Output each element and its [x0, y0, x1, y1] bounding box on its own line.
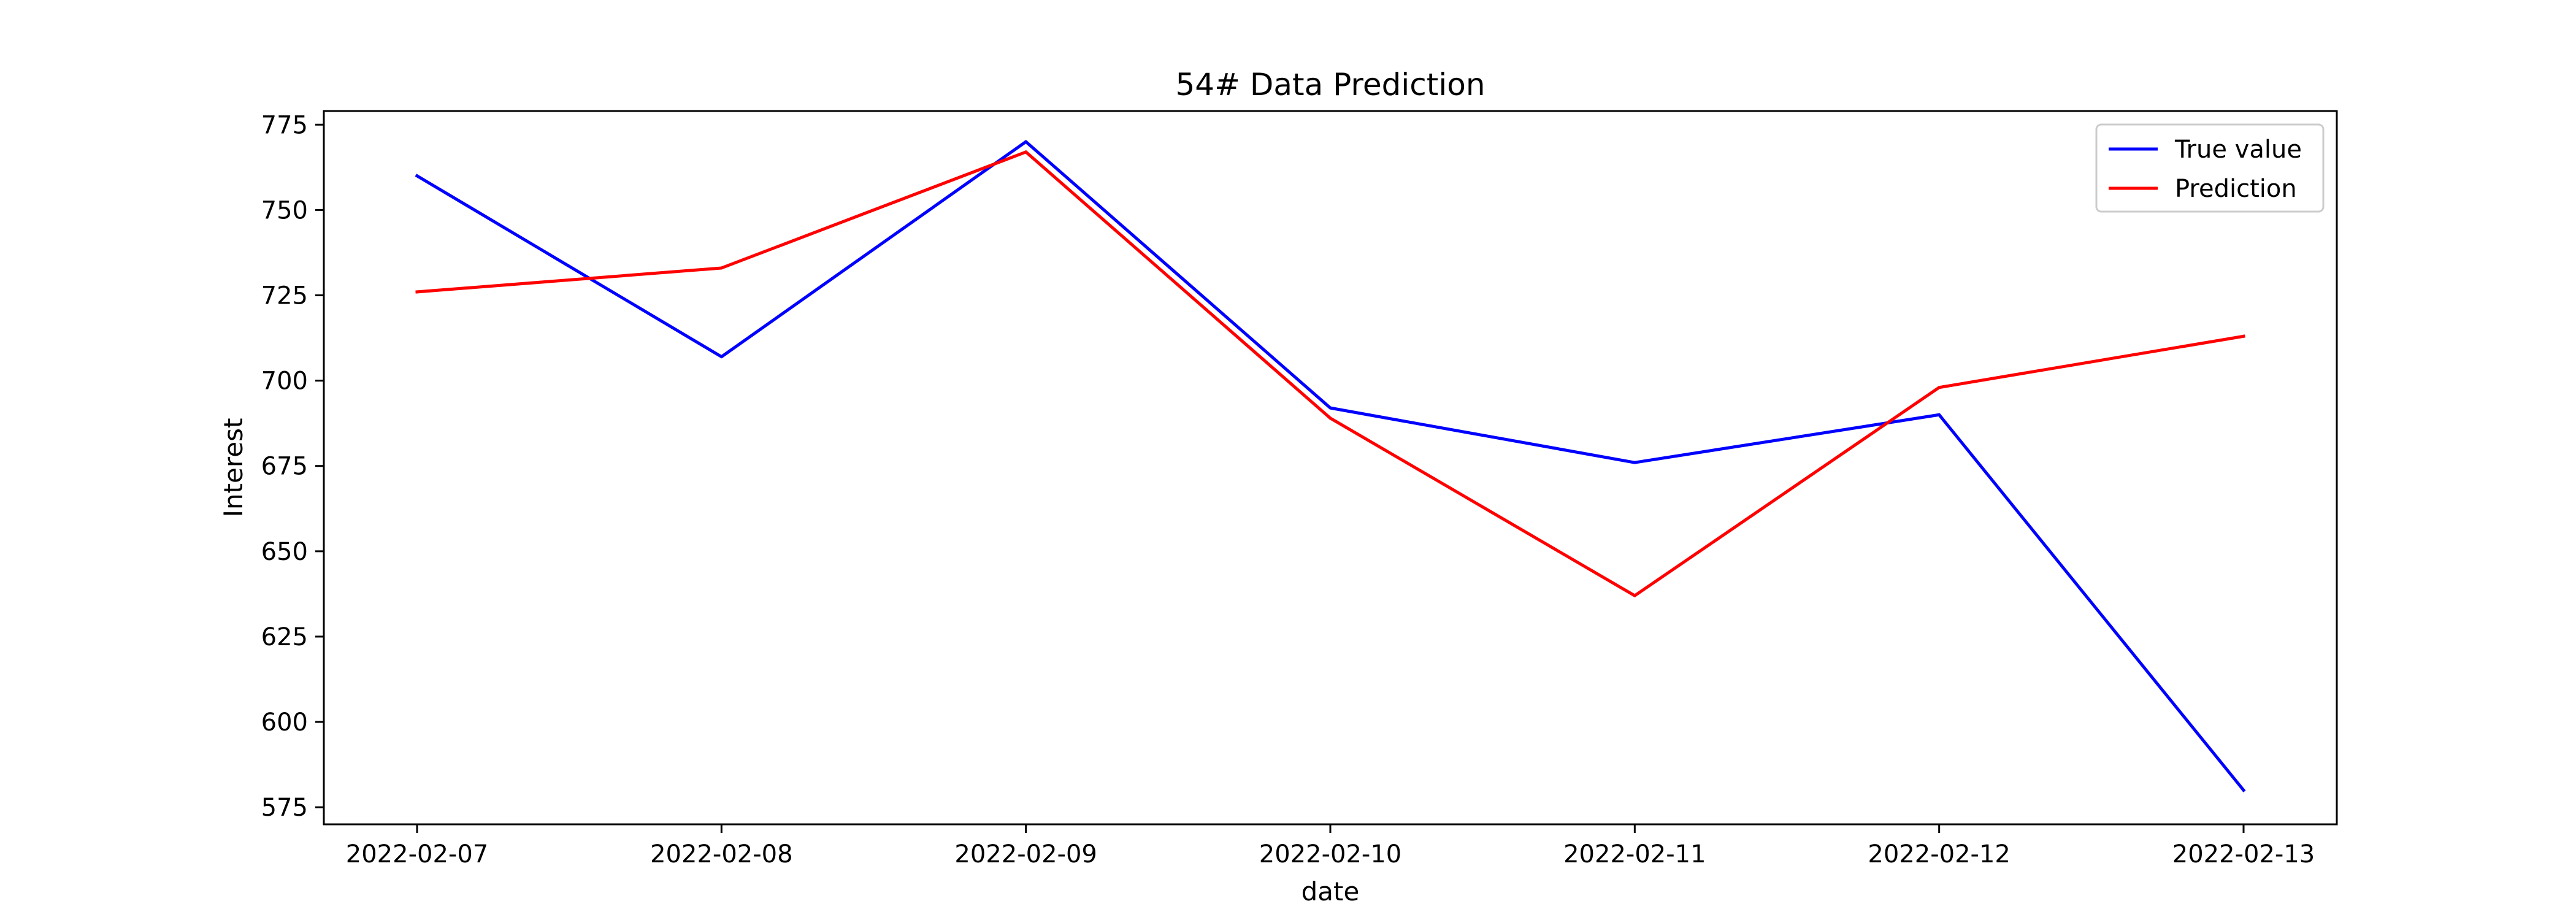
x-tick-label: 2022-02-08 — [650, 840, 792, 868]
y-tick-label: 725 — [261, 282, 308, 310]
y-axis-label: Interest — [218, 418, 248, 518]
x-tick-label: 2022-02-07 — [346, 840, 488, 868]
x-tick-label: 2022-02-11 — [1563, 840, 1706, 868]
data-point — [1938, 413, 1941, 416]
data-point — [719, 266, 723, 270]
y-tick-label: 675 — [261, 453, 308, 481]
y-tick-label: 650 — [261, 538, 308, 566]
legend-label: Prediction — [2175, 175, 2297, 203]
data-point — [1938, 386, 1941, 389]
y-tick-label: 700 — [261, 367, 308, 396]
data-point — [415, 290, 419, 294]
y-tick-label: 750 — [261, 196, 308, 224]
data-point — [1633, 461, 1636, 464]
data-point — [1328, 416, 1332, 420]
x-tick-label: 2022-02-13 — [2172, 840, 2315, 868]
x-tick-label: 2022-02-12 — [1868, 840, 2010, 868]
y-tick-label: 600 — [261, 708, 308, 737]
data-point — [2242, 788, 2245, 792]
data-point — [2242, 334, 2245, 338]
y-axis: 575 600 625 650 675 700 725 750 775 — [261, 111, 324, 822]
data-point — [719, 355, 723, 359]
y-tick-label: 575 — [261, 794, 308, 822]
series-layer — [415, 140, 2246, 792]
data-point — [1024, 140, 1028, 144]
y-tick-label: 625 — [261, 623, 308, 651]
x-tick-label: 2022-02-10 — [1259, 840, 1401, 868]
y-tick-label: 775 — [261, 111, 308, 139]
x-axis-label: date — [1301, 876, 1360, 907]
plot-frame — [323, 110, 2338, 826]
data-point — [1633, 594, 1636, 597]
series-line — [415, 150, 2245, 597]
chart-title: 54# Data Prediction — [1175, 67, 1485, 102]
legend-label: True value — [2174, 136, 2302, 164]
data-point — [1024, 150, 1028, 154]
x-axis: 2022-02-07 2022-02-08 2022-02-09 2022-02-10… — [346, 824, 2315, 868]
legend: True value Prediction — [2095, 123, 2325, 213]
data-point — [415, 174, 419, 178]
x-tick-label: 2022-02-09 — [954, 840, 1097, 868]
series-0 — [415, 140, 2246, 792]
series-line — [415, 140, 2246, 792]
data-point — [1328, 406, 1332, 410]
series-1 — [415, 150, 2245, 597]
